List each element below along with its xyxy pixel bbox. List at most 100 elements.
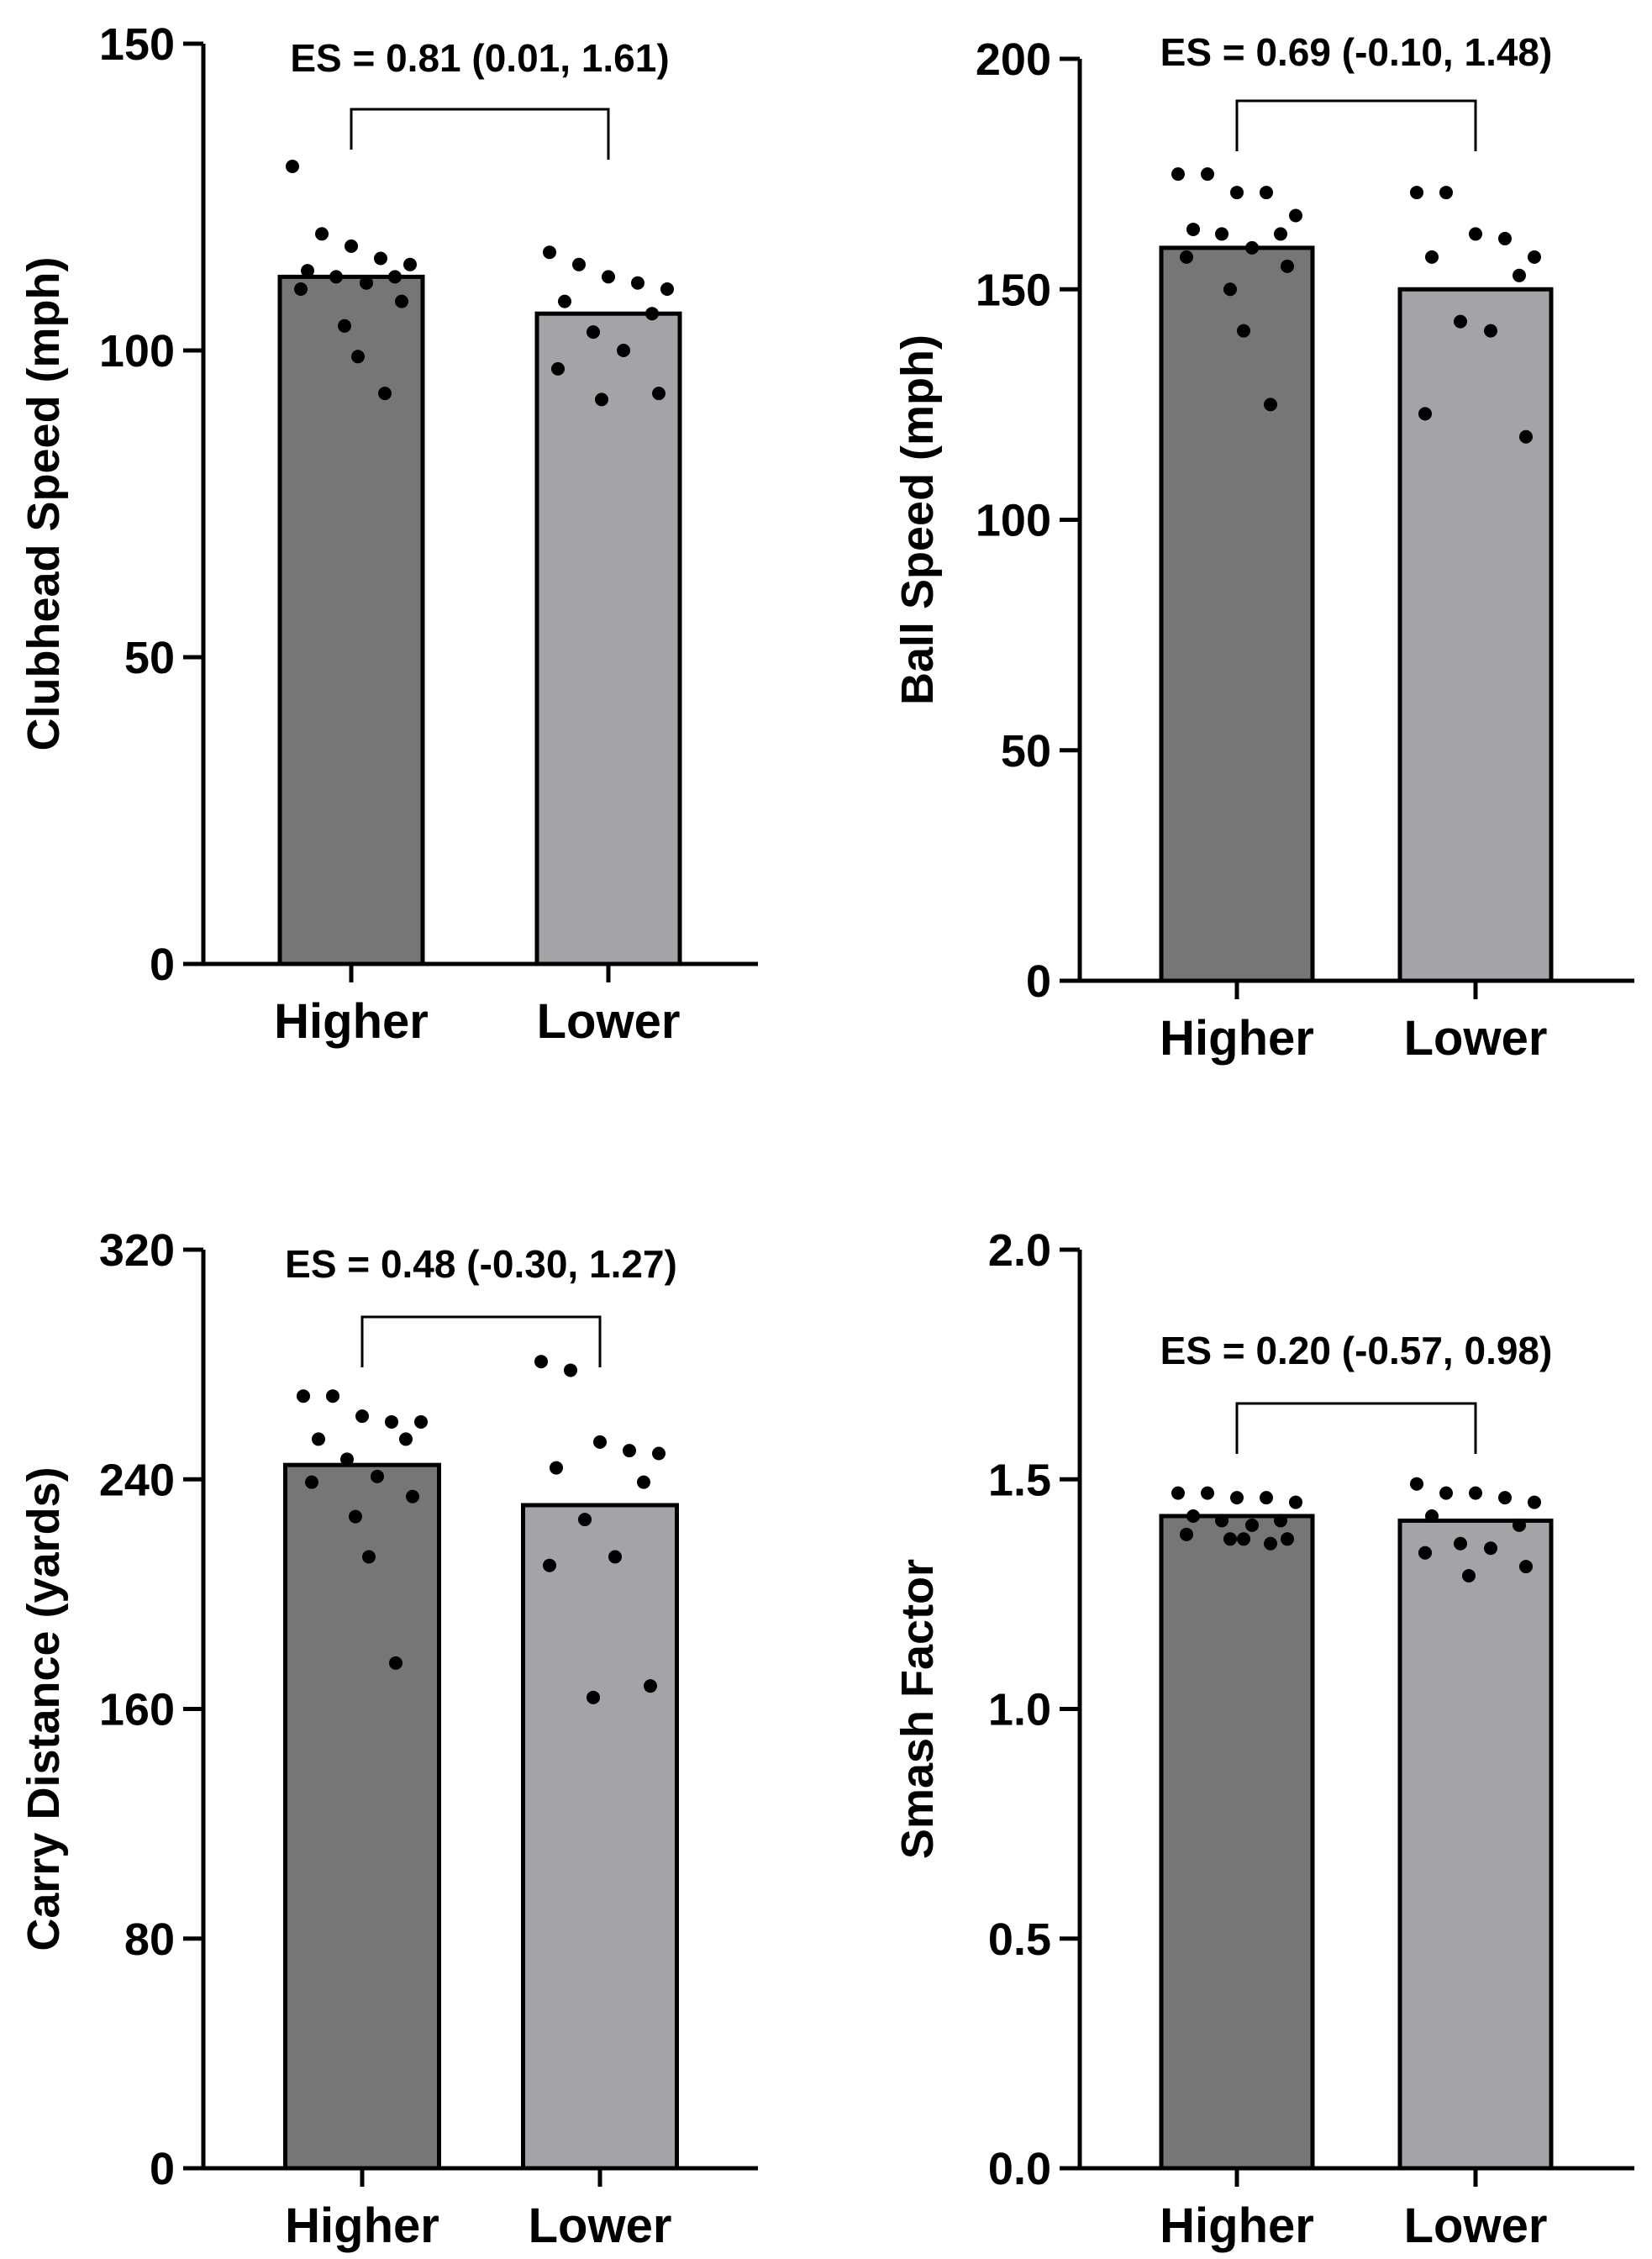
- data-point-lower: [564, 1363, 577, 1377]
- y-tick-label: 2.0: [988, 1225, 1051, 1276]
- data-point-higher: [362, 1550, 376, 1564]
- y-axis-title: Smash Factor: [892, 1559, 943, 1859]
- chart-panel-2: 0 50 100 150 200 Higher Lower Ball Speed (mph) E…: [892, 30, 1634, 1066]
- data-point-higher: [1264, 1536, 1277, 1551]
- data-point-lower: [652, 1446, 666, 1461]
- data-point-higher: [1215, 1514, 1228, 1528]
- y-tick-label: 150: [976, 265, 1051, 315]
- data-point-lower: [644, 1679, 657, 1693]
- data-point-higher: [312, 1432, 325, 1446]
- data-point-higher: [406, 1489, 419, 1503]
- data-point-higher: [340, 1452, 354, 1467]
- data-point-lower: [593, 1435, 607, 1449]
- data-point-higher: [1281, 259, 1294, 273]
- data-point-lower: [587, 1690, 600, 1704]
- x-category-label: Higher: [285, 2198, 439, 2253]
- data-point-lower: [550, 1461, 563, 1475]
- data-point-higher: [1180, 1527, 1193, 1541]
- data-point-lower: [623, 1444, 636, 1458]
- data-point-higher: [1230, 186, 1244, 200]
- y-axis-title: Clubhead Speed (mph): [18, 256, 69, 750]
- data-point-higher: [403, 257, 417, 271]
- data-point-lower: [1498, 231, 1512, 245]
- data-point-higher: [371, 1469, 384, 1483]
- data-point-higher: [378, 387, 392, 401]
- data-point-higher: [1171, 167, 1185, 182]
- data-point-lower: [595, 392, 608, 407]
- data-point-lower: [1454, 314, 1467, 329]
- data-point-lower: [1469, 1486, 1482, 1500]
- data-point-lower: [587, 325, 600, 340]
- data-point-higher: [286, 160, 299, 173]
- data-point-higher: [388, 270, 402, 284]
- data-point-lower: [551, 361, 565, 376]
- data-point-higher: [1237, 1532, 1250, 1546]
- data-point-higher: [1264, 398, 1277, 412]
- data-point-lower: [652, 387, 666, 401]
- x-category-label: Lower: [1404, 2198, 1548, 2253]
- data-point-lower: [1418, 1545, 1432, 1560]
- data-point-higher: [1245, 240, 1259, 255]
- data-point-higher: [1215, 227, 1228, 241]
- x-category-label: Higher: [274, 994, 429, 1049]
- data-point-higher: [345, 239, 358, 253]
- data-point-higher: [1274, 227, 1287, 241]
- data-point-higher: [414, 1414, 428, 1429]
- chart-panel-3: 0 80 160 240 320 Higher Lower Carry Distance (y…: [18, 1225, 758, 2253]
- y-tick-label: 0: [150, 2144, 175, 2194]
- effect-size-label: ES = 0.81 (0.01, 1.61): [290, 36, 669, 80]
- data-point-higher: [1230, 1491, 1244, 1505]
- data-point-higher: [1223, 282, 1237, 297]
- data-point-lower: [1469, 227, 1482, 241]
- data-point-higher: [1223, 1532, 1237, 1546]
- data-point-lower: [631, 276, 644, 290]
- significance-bracket: [350, 108, 610, 160]
- data-point-higher: [351, 350, 365, 364]
- bar-higher: [283, 1462, 441, 2171]
- data-point-lower: [645, 307, 659, 321]
- data-point-higher: [360, 276, 373, 290]
- data-point-higher: [389, 1656, 402, 1670]
- data-point-higher: [1180, 250, 1193, 264]
- data-point-lower: [602, 270, 615, 284]
- y-tick-label: 50: [1001, 726, 1051, 777]
- data-point-lower: [1484, 324, 1497, 338]
- data-point-lower: [1519, 429, 1533, 444]
- data-point-higher: [1171, 1486, 1185, 1500]
- data-point-higher: [305, 1475, 318, 1489]
- data-point-lower: [1519, 1560, 1533, 1574]
- y-tick-label: 80: [124, 1914, 175, 1965]
- data-point-lower: [1439, 1486, 1453, 1500]
- data-point-higher: [1289, 208, 1302, 223]
- data-point-higher: [1260, 186, 1273, 200]
- y-tick-label: 0.5: [988, 1914, 1051, 1965]
- y-tick-label: 0.0: [988, 2144, 1051, 2194]
- data-point-higher: [1260, 1491, 1273, 1505]
- data-point-lower: [660, 282, 674, 296]
- data-point-lower: [1425, 250, 1439, 264]
- significance-bracket: [1235, 99, 1477, 151]
- effect-size-label: ES = 0.69 (-0.10, 1.48): [1160, 30, 1553, 74]
- y-tick-label: 150: [99, 19, 175, 70]
- chart-panel-4: 0.0 0.5 1.0 1.5 2.0 Higher Lower Smash Factor ES…: [892, 1225, 1634, 2253]
- data-point-lower: [1528, 250, 1541, 264]
- data-point-lower: [1418, 407, 1432, 421]
- data-point-higher: [1201, 167, 1214, 182]
- bar-higher: [1159, 245, 1315, 983]
- data-point-lower: [1513, 1518, 1526, 1532]
- y-tick-label: 100: [976, 496, 1051, 546]
- data-point-lower: [617, 344, 630, 357]
- y-axis-title: Carry Distance (yards): [18, 1467, 69, 1951]
- y-tick-label: 320: [99, 1225, 175, 1276]
- data-point-higher: [1186, 222, 1200, 236]
- y-tick-label: 0: [150, 940, 175, 990]
- x-category-label: Lower: [529, 2198, 672, 2253]
- data-point-higher: [1237, 324, 1250, 338]
- data-point-lower: [1462, 1569, 1476, 1583]
- effect-size-label: ES = 0.20 (-0.57, 0.98): [1160, 1329, 1553, 1372]
- data-point-higher: [395, 294, 408, 308]
- data-point-higher: [294, 282, 308, 296]
- bar-lower: [521, 1503, 679, 2171]
- data-point-higher: [1281, 1532, 1294, 1546]
- y-axis-title: Ball Speed (mph): [892, 334, 943, 705]
